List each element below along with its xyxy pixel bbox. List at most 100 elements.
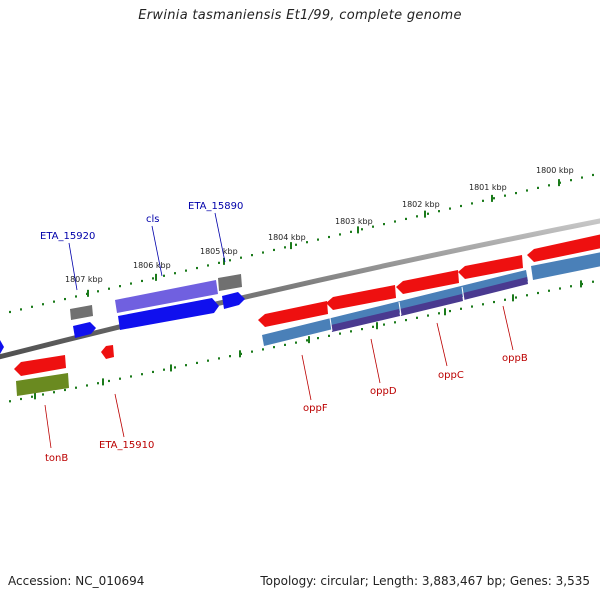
tick-major: [239, 350, 241, 358]
oppb-domain-bar: [463, 277, 528, 300]
tick-dot: [416, 215, 418, 218]
tick-dot: [515, 191, 517, 195]
scale-label-1800: 1800 kbp: [536, 166, 574, 175]
tick-dot: [218, 357, 220, 360]
tick-dot: [141, 373, 143, 376]
tick-dot: [339, 233, 341, 236]
tick-dot: [163, 274, 165, 277]
tick-dot: [9, 400, 11, 403]
gene-eta15910-arrow[interactable]: [101, 345, 114, 359]
gene-oppb-arrow[interactable]: [458, 255, 523, 279]
label-oppc[interactable]: oppC: [438, 370, 464, 381]
tick-dot: [306, 339, 308, 342]
tick-dot: [570, 179, 572, 182]
tick-dot: [438, 312, 440, 315]
gene-tonb-arrow[interactable]: [14, 355, 66, 376]
tick-dot: [504, 298, 506, 301]
label-oppf[interactable]: oppF: [303, 403, 328, 414]
tick-dot: [471, 305, 473, 308]
oppd-domain-bar: [331, 309, 400, 332]
tick-major: [512, 294, 514, 302]
tick-dot: [526, 294, 528, 297]
tick-dot: [31, 395, 33, 398]
tick-dot: [471, 202, 473, 205]
tick-dot: [548, 289, 550, 292]
label-cls[interactable]: cls: [146, 214, 160, 225]
forward-strand-features: [0, 274, 245, 354]
tick-dot: [97, 290, 99, 293]
tick-dot: [108, 379, 110, 383]
tick-dot: [592, 173, 594, 177]
operon-right-bar: [531, 252, 600, 280]
label-eta15920[interactable]: ETA_15920: [40, 231, 95, 242]
tick-dot: [559, 287, 561, 290]
tick-major: [223, 257, 225, 265]
gene-cls-outer[interactable]: [115, 280, 218, 313]
tick-dot: [284, 343, 286, 346]
label-oppb[interactable]: oppB: [502, 353, 528, 364]
tick-dot: [295, 341, 297, 344]
tick-dot: [537, 186, 539, 190]
tick-dot: [108, 287, 110, 290]
tick-dot: [229, 355, 231, 358]
gene-oppc-arrow[interactable]: [396, 270, 459, 294]
operon-divider-1: [329, 317, 333, 332]
gene-cls-arrow[interactable]: [118, 298, 219, 330]
tick-dot: [174, 366, 176, 369]
tick-dot: [185, 364, 187, 367]
tick-dot: [196, 266, 198, 270]
tick-major: [170, 364, 172, 372]
gene-oppd-arrow[interactable]: [326, 285, 396, 310]
tick-dot: [53, 391, 55, 394]
tick-dot: [361, 228, 363, 231]
tick-dot: [75, 386, 77, 389]
tick-major: [558, 179, 560, 187]
tick-dot: [306, 241, 308, 244]
gene-tonb-feature[interactable]: [16, 373, 69, 396]
tick-dot: [273, 248, 275, 252]
gene-eta15920-pseudo[interactable]: [70, 305, 93, 320]
tick-dot: [372, 225, 374, 228]
tick-dot: [20, 397, 22, 401]
tick-dot: [482, 199, 484, 202]
gene-eta15890-pseudo[interactable]: [218, 274, 242, 291]
tick-dot: [339, 332, 341, 335]
tick-dot: [427, 212, 429, 215]
scale-label-1801: 1801 kbp: [469, 183, 507, 192]
tick-dot: [130, 375, 132, 378]
tick-dot: [31, 305, 33, 308]
tick-dot: [405, 318, 407, 322]
tick-dot: [460, 204, 462, 208]
label-tonb[interactable]: tonB: [45, 453, 68, 464]
tick-dot: [229, 259, 231, 262]
tick-dot: [207, 359, 209, 362]
tick-dot: [548, 184, 550, 187]
tick-dot: [449, 207, 451, 210]
reverse-strand-features: [14, 234, 600, 396]
tick-dot: [460, 307, 462, 310]
tick-dot: [53, 300, 55, 303]
label-eta15910[interactable]: ETA_15910: [99, 440, 154, 451]
tick-dot: [493, 197, 495, 200]
tick-dot: [515, 296, 517, 299]
tick-dot: [251, 254, 253, 257]
gene-oppf-arrow[interactable]: [258, 301, 328, 327]
gene-eta15890-arrow[interactable]: [222, 292, 245, 309]
tick-dot: [449, 309, 451, 313]
tick-dot: [493, 300, 495, 304]
tick-major: [580, 280, 582, 288]
label-oppd[interactable]: oppD: [370, 386, 397, 397]
gene-left-edge-arrow[interactable]: [0, 340, 4, 354]
gene-right-edge-arrow[interactable]: [527, 234, 600, 262]
tick-major: [34, 392, 36, 400]
tick-dot: [438, 210, 440, 213]
tick-dot: [97, 382, 99, 385]
tick-dot: [64, 388, 66, 392]
tick-dot: [328, 334, 330, 337]
tick-dot: [218, 261, 220, 264]
label-eta15890[interactable]: ETA_15890: [188, 201, 243, 212]
gene-eta15920-arrow[interactable]: [73, 322, 96, 338]
tick-dot: [328, 235, 330, 239]
